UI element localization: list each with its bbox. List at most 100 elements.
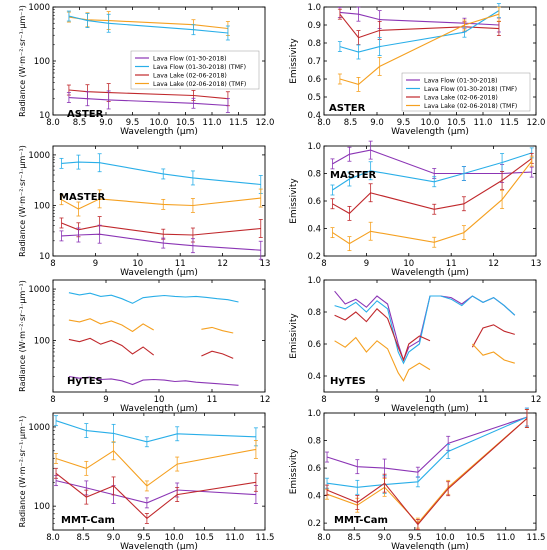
purple-series-line (55, 480, 256, 504)
aster-emissivity-legend: Lava Flow (01-30-2018) Lava Flow (01-30-2… (401, 72, 531, 112)
y-tick-label: 0.6 (307, 464, 321, 474)
master-emissivity-panel: 8 9 10 11 12 13 0.2 0.4 0.6 0.8 1.0 Wavelength (μm)… (289, 140, 542, 278)
red-series-line (326, 418, 528, 526)
orange-series-line (61, 197, 261, 210)
x-tick-label: 10.5 (176, 118, 195, 128)
legend-box (401, 72, 531, 112)
legend-entry: Lava Flow (01-30-2018) (TMF) (424, 86, 517, 93)
y-tick-label: 0.4 (307, 492, 321, 502)
orange-series-line (334, 336, 431, 382)
x-tick-label: 12 (260, 395, 271, 405)
x-tick-label: 12 (488, 259, 499, 269)
cyan-series-line (68, 15, 228, 34)
aster-emissivity-ylabel: Emissivity (289, 38, 299, 84)
mmtcam-emissivity-xlabel: Wavelength (μm) (391, 542, 469, 550)
purple-series-line (68, 375, 239, 386)
purple-series-line (334, 290, 516, 362)
cyan-series-line (334, 295, 516, 365)
x-tick-label: 9.5 (126, 118, 140, 128)
x-tick-label: 13 (531, 259, 542, 269)
mmtcam-emissivity-frame (323, 412, 537, 531)
x-tick-label: 9 (364, 259, 369, 269)
y-tick-label: 1.0 (307, 142, 321, 152)
x-tick-label: 9.0 (99, 118, 113, 128)
y-tick-label: 0.8 (307, 39, 321, 49)
x-tick-label: 11 (175, 259, 186, 269)
orange-series-line (201, 326, 234, 334)
purple-series-line (339, 11, 499, 26)
y-tick-label: 0.8 (307, 308, 321, 318)
x-tick-label: 11.0 (203, 118, 222, 128)
x-tick-label: 8.5 (348, 533, 362, 543)
y-tick-label: 100 (34, 337, 50, 347)
x-tick-label: 13 (260, 259, 271, 269)
mmtcam-radiance-xlabel: Wavelength (μm) (120, 542, 198, 550)
y-tick-label: 0.5 (307, 93, 321, 103)
y-tick-label: 0.2 (307, 519, 321, 529)
x-tick-label: 8.0 (46, 118, 60, 128)
red-series-line (68, 337, 155, 356)
x-tick-label: 10.0 (165, 533, 184, 543)
red-series-line (471, 324, 515, 348)
x-tick-label: 11.5 (256, 533, 275, 543)
x-tick-label: 8 (50, 259, 55, 269)
x-tick-label: 11.0 (474, 118, 493, 128)
x-tick-label: 11.5 (527, 533, 546, 543)
aster-radiance-ylabel: Radiance (W·m⁻²·sr⁻¹·μm⁻¹) (18, 5, 27, 117)
x-tick-label: 9 (93, 259, 98, 269)
x-tick-label: 10.0 (150, 118, 169, 128)
y-tick-label: 0.8 (307, 170, 321, 180)
aster-radiance-panel: 8.0 8.5 9.0 9.5 10.0 10.5 11.0 11.5 12.0 10 100 100… (18, 3, 274, 137)
y-tick-label: 0.4 (307, 372, 321, 382)
hytes-emissivity-xlabel: Wavelength (μm) (391, 404, 469, 414)
x-tick-label: 9.0 (370, 118, 384, 128)
y-tick-label: 1.0 (307, 276, 321, 286)
hytes-radiance-ylabel: Radiance (W·m⁻²·sr⁻¹·μm⁻¹) (18, 280, 27, 392)
y-tick-label: 0.2 (307, 252, 321, 262)
cyan-series-line (55, 420, 256, 443)
mmtcam-emissivity-instrument-label: MMT-Cam (334, 515, 388, 526)
legend-entry: Lava Lake (02-06-2018) (TMF) (424, 103, 517, 110)
cyan-series-line (61, 161, 261, 186)
mmtcam-radiance-panel: 8.0 8.5 9.0 9.5 10.0 10.5 11.0 11.5 100 1000 Wavel… (18, 412, 275, 550)
legend-entry: Lava Flow (01-30-2018) (424, 77, 498, 84)
x-tick-label: 11.0 (225, 533, 244, 543)
x-tick-label: 8.0 (317, 533, 331, 543)
aster-radiance-legend: Lava Flow (01-30-2018) Lava Flow (01-30-2… (130, 50, 260, 90)
y-tick-label: 1000 (28, 423, 50, 433)
red-series-line (68, 89, 228, 100)
orange-series-line (55, 448, 257, 487)
x-tick-label: 9.5 (137, 533, 151, 543)
x-tick-label: 10 (425, 395, 436, 405)
mmtcam-radiance-ylabel: Radiance (W·m⁻²·sr⁻¹·μm⁻¹) (18, 416, 27, 528)
aster-emissivity-xlabel: Wavelength (μm) (391, 127, 469, 137)
y-tick-label: 0.8 (307, 437, 321, 447)
legend-entry: Lava Lake (02-06-2018) (TMF) (153, 81, 246, 88)
purple-series-line (68, 97, 228, 107)
red-series-line (201, 350, 234, 359)
x-tick-label: 12.0 (527, 118, 546, 128)
y-tick-label: 0.6 (307, 75, 321, 85)
hytes-radiance-panel: 8 9 10 11 12 100 1000 Wavelength (μm) Radiance (… (18, 279, 271, 414)
x-tick-label: 11 (207, 395, 218, 405)
x-tick-label: 8.5 (73, 118, 87, 128)
mmtcam-radiance-frame (52, 412, 266, 531)
mmtcam-radiance-instrument-label: MMT-Cam (61, 515, 115, 526)
hytes-radiance-xlabel: Wavelength (μm) (120, 404, 198, 414)
y-tick-label: 1000 (28, 3, 50, 13)
x-tick-label: 11.5 (500, 118, 519, 128)
y-tick-label: 1000 (28, 151, 50, 161)
master-radiance-frame (52, 145, 266, 257)
y-tick-label: 0.7 (307, 57, 321, 67)
master-radiance-instrument-label: MASTER (59, 192, 106, 203)
master-emissivity-xlabel: Wavelength (μm) (391, 268, 469, 278)
y-tick-label: 100 (34, 201, 50, 211)
orange-series-line (472, 343, 515, 364)
y-tick-label: 10 (39, 111, 50, 121)
master-radiance-ylabel: Radiance (W·m⁻²·sr⁻¹·μm⁻¹) (18, 145, 27, 257)
y-tick-label: 100 (34, 57, 50, 67)
x-tick-label: 10.5 (447, 118, 466, 128)
y-tick-label: 0.4 (307, 111, 321, 121)
y-tick-label: 100 (34, 502, 50, 512)
